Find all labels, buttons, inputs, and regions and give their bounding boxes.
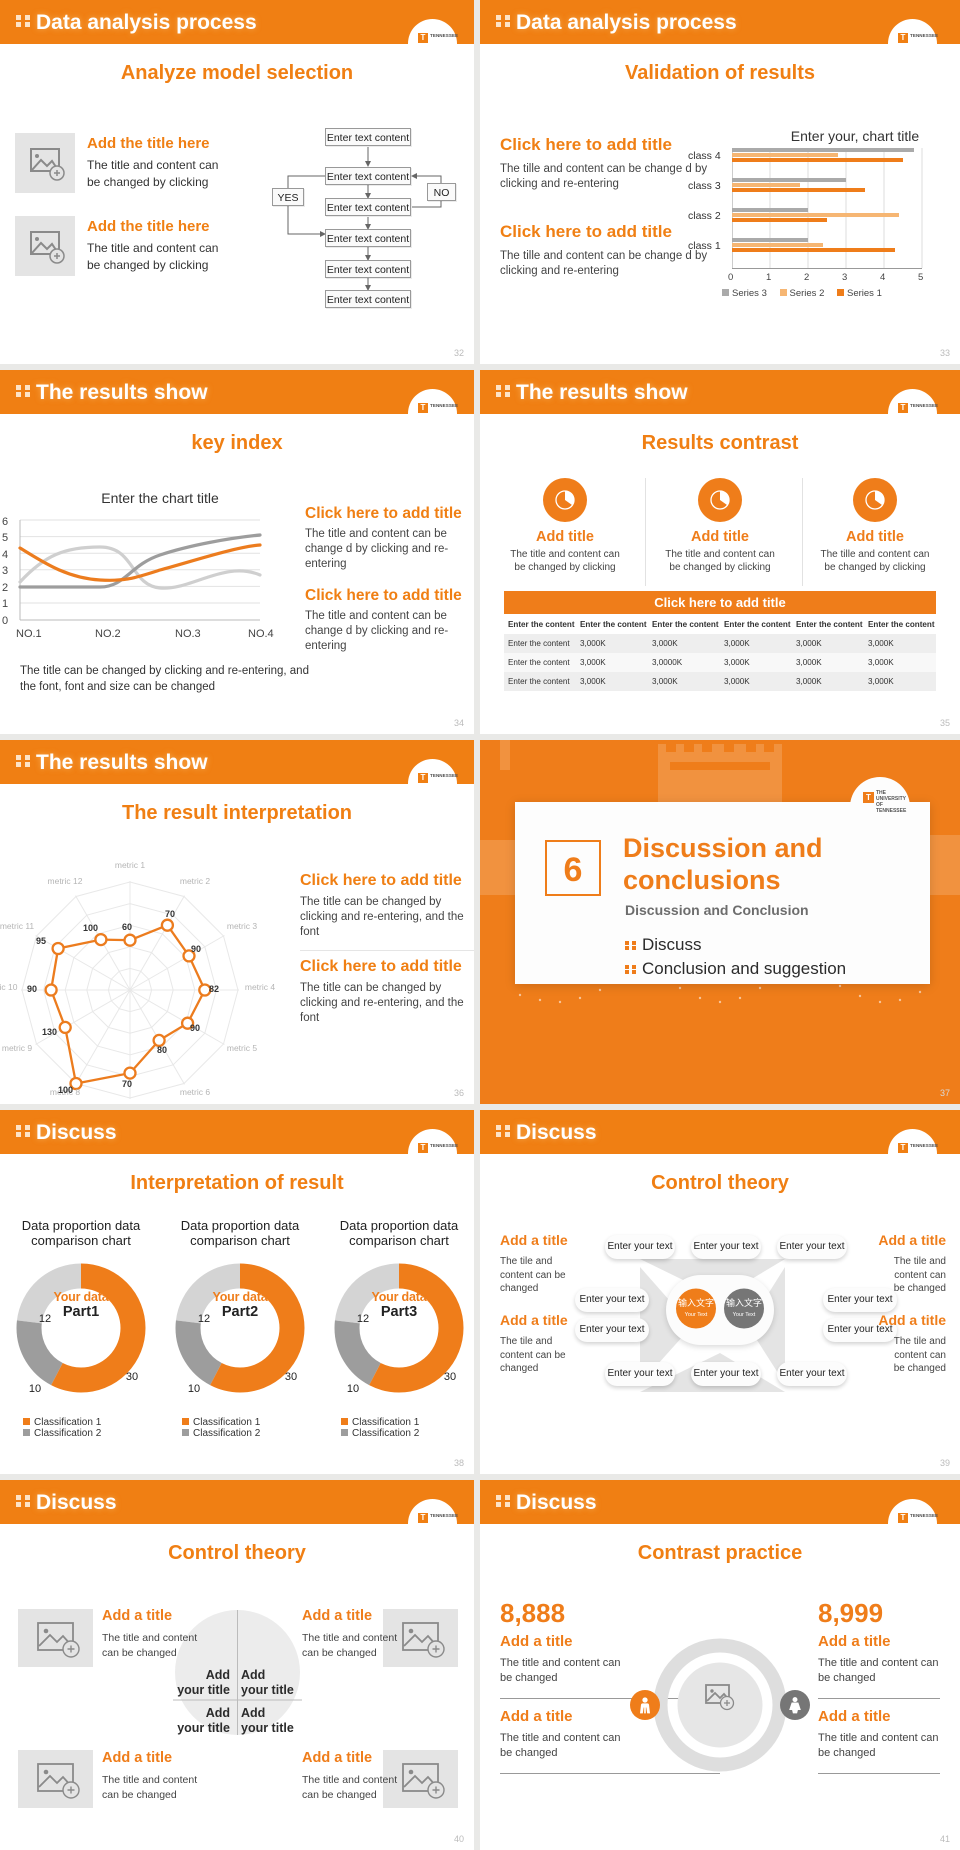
- svg-text:输入文字: 输入文字: [678, 1297, 714, 1308]
- svg-text:Your Text: Your Text: [685, 1312, 708, 1318]
- svg-text:Your Text: Your Text: [733, 1312, 756, 1318]
- svg-text:输入文字: 输入文字: [726, 1297, 762, 1308]
